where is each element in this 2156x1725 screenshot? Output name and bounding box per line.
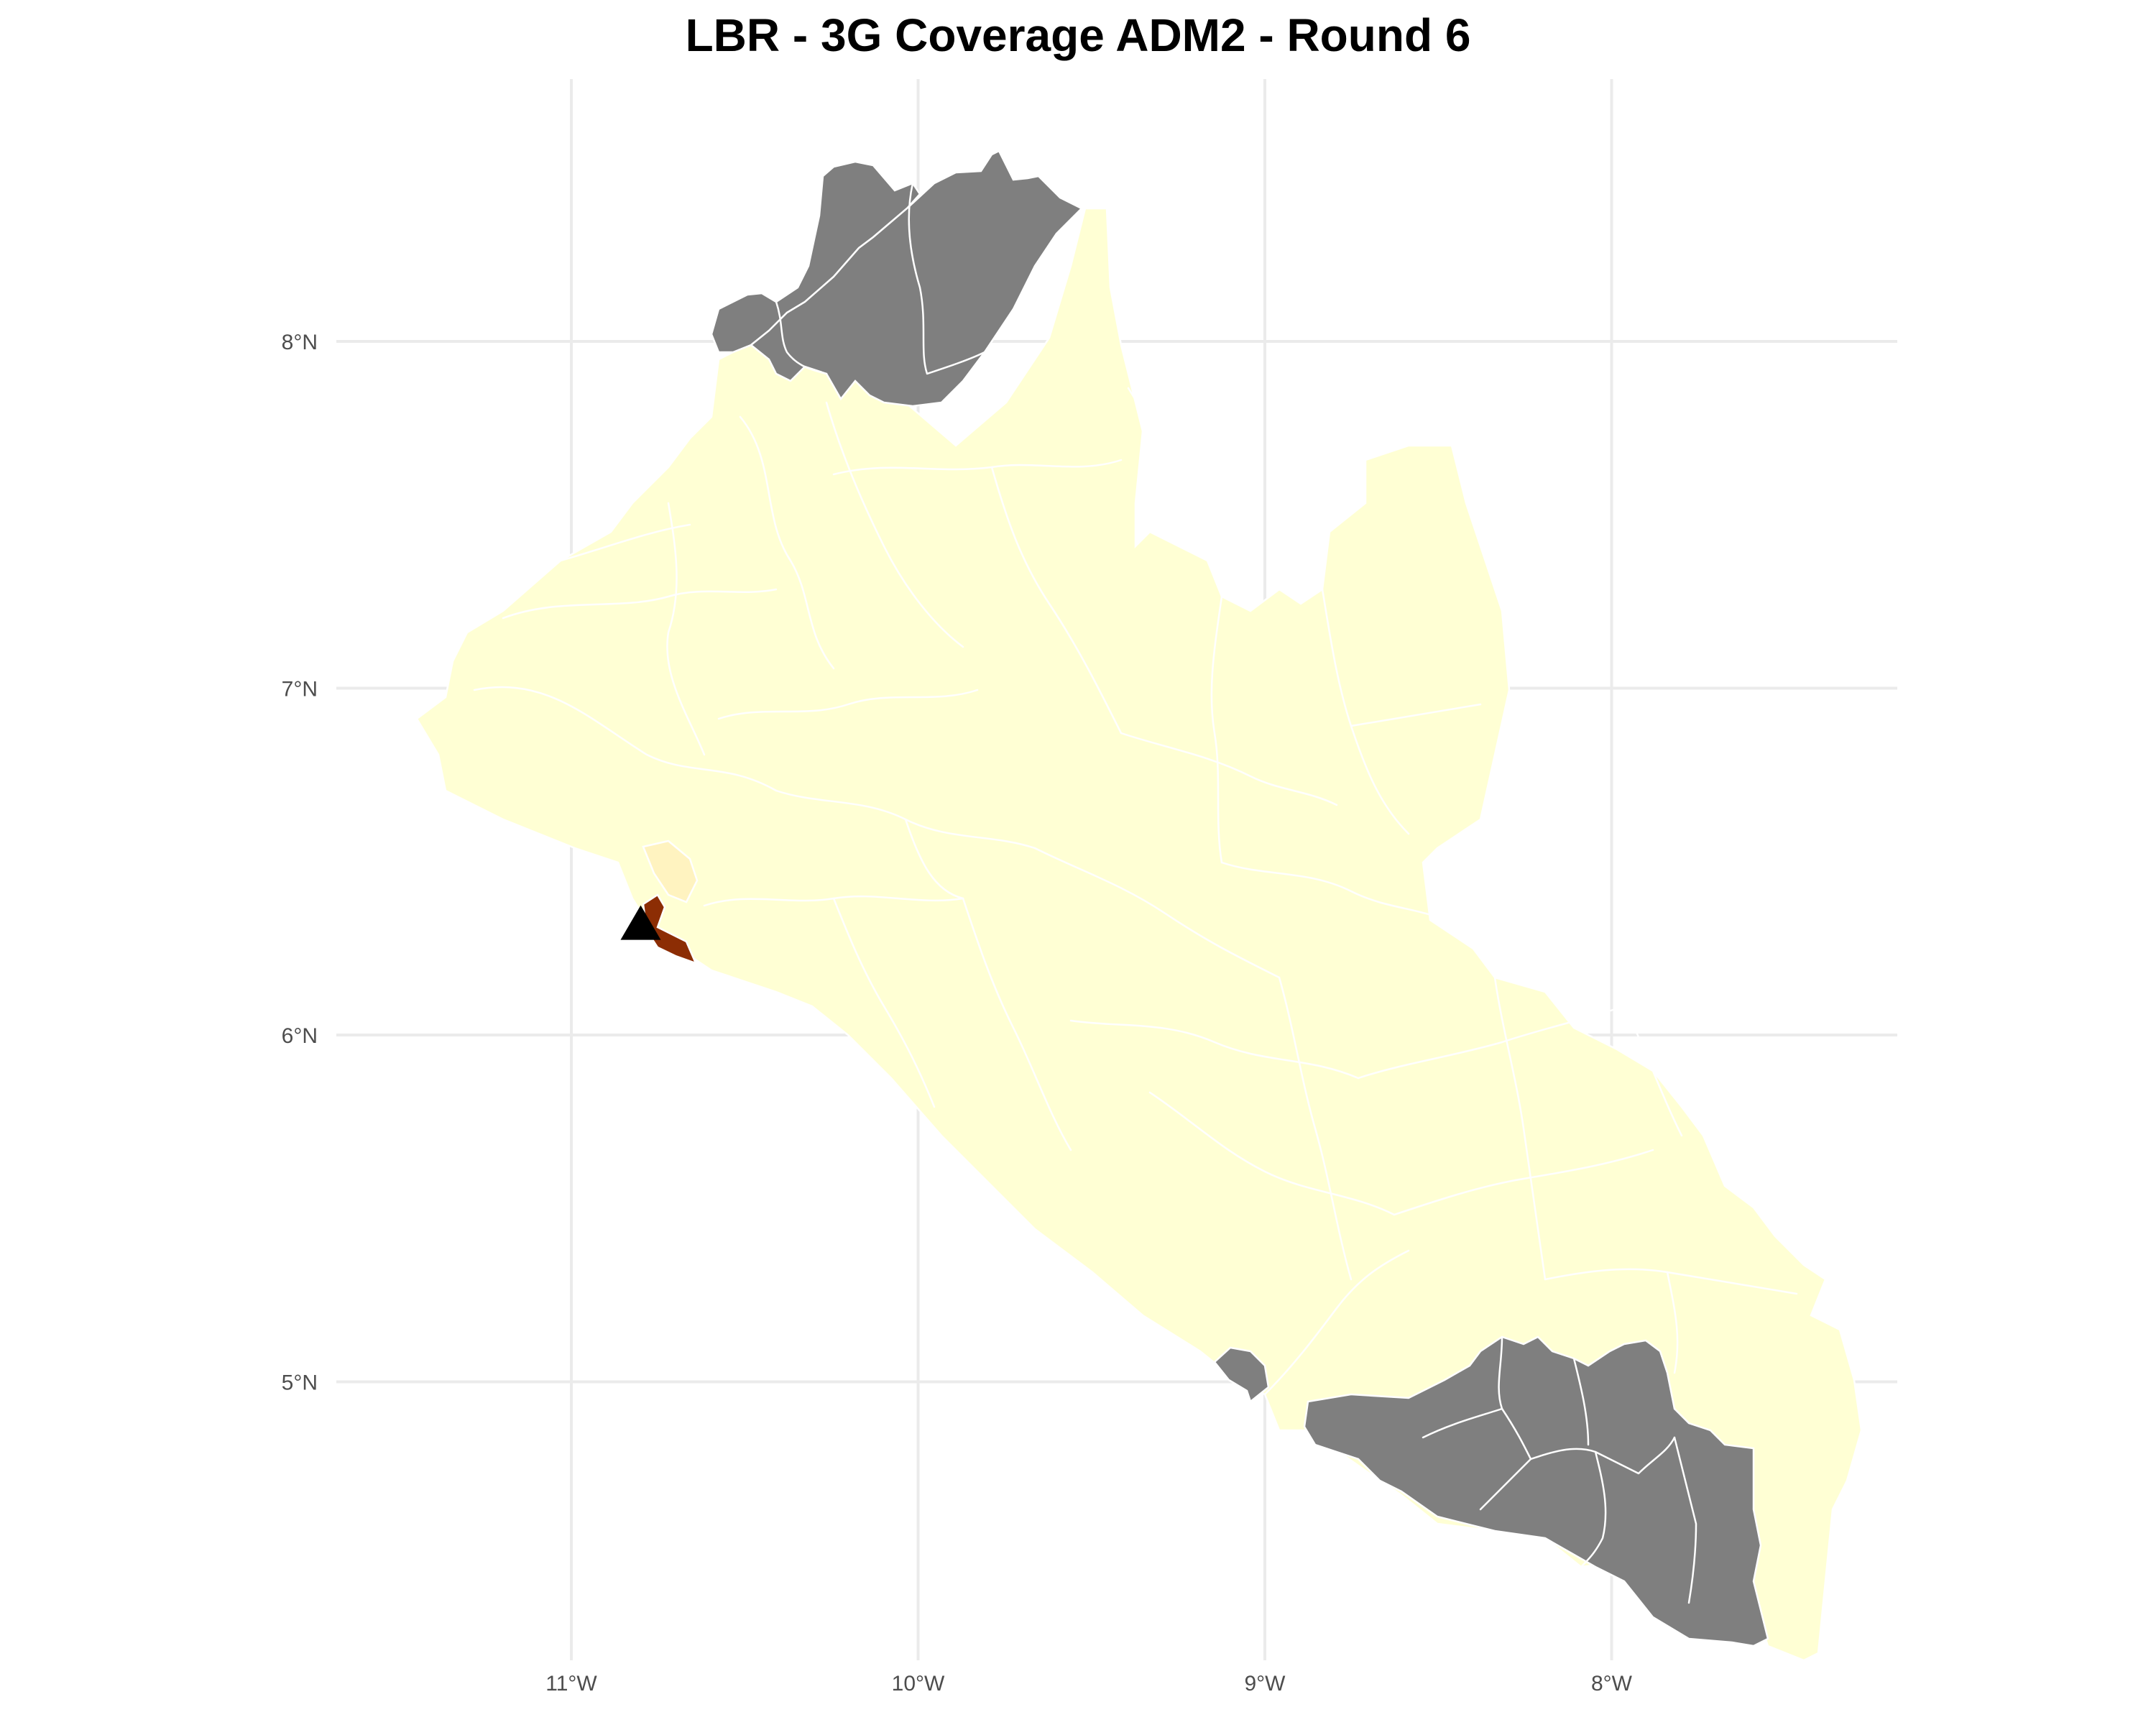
lon-tick-label: 9°W: [1245, 1672, 1286, 1696]
lon-tick-label: 10°W: [892, 1672, 945, 1696]
lat-tick-label: 7°N: [282, 678, 318, 702]
lat-tick-label: 8°N: [282, 331, 318, 354]
region-monrovia[interactable]: [642, 893, 698, 965]
region-montserrado-north[interactable]: [642, 840, 699, 903]
map-title: LBR - 3G Coverage ADM2 - Round 6: [685, 9, 1471, 61]
adm2-regions: [415, 150, 1863, 1662]
lat-tick-label: 6°N: [282, 1024, 318, 1048]
triangle-marker[interactable]: [620, 905, 661, 940]
region-north-lofa-east[interactable]: [749, 150, 1084, 408]
lon-tick-label: 8°W: [1591, 1672, 1633, 1696]
region-greenville-point[interactable]: [1213, 1346, 1270, 1404]
point-marker-layer: [620, 905, 661, 940]
lon-tick-label: 11°W: [545, 1672, 597, 1696]
adm2-borders: [473, 182, 1798, 1604]
lat-tick-label: 5°N: [282, 1371, 318, 1395]
region-southeast-maryland-group[interactable]: [1303, 1335, 1769, 1647]
